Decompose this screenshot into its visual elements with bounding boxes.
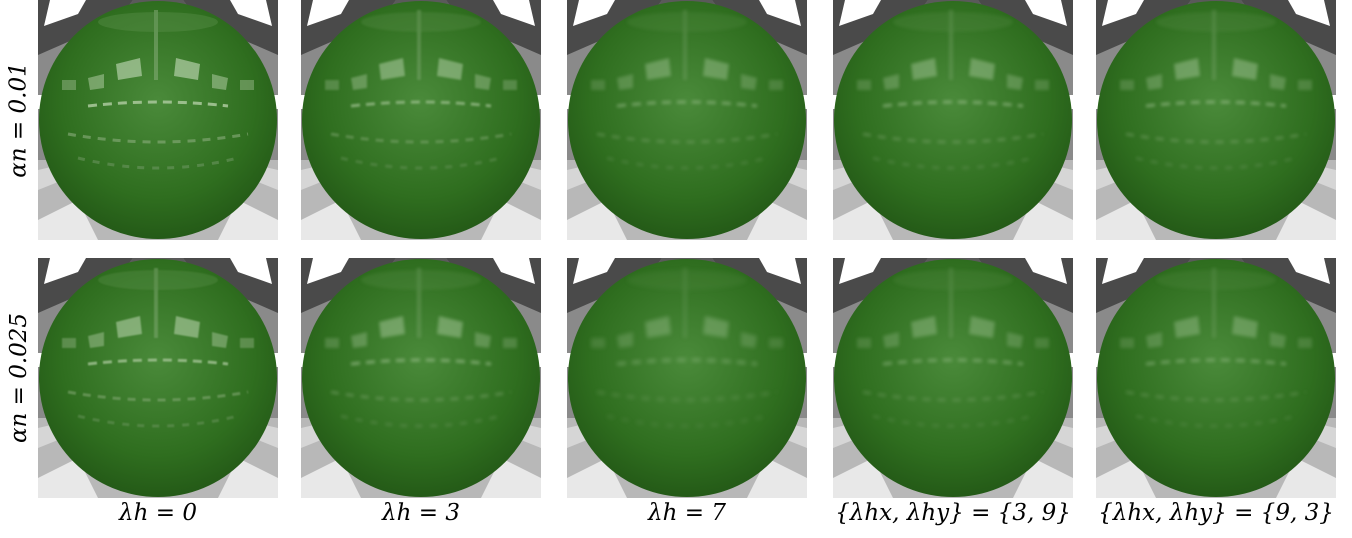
- sphere-render-r0-c1: [301, 0, 541, 240]
- row-label-1: αn = 0.025: [4, 258, 34, 498]
- col-label-2: λh = 7: [648, 500, 726, 526]
- col-label-1: λh = 3: [382, 500, 460, 526]
- col-label-3: {λhx, λhy} = {3, 9}: [835, 500, 1071, 526]
- sphere-render-r0-c0: [38, 0, 278, 240]
- sphere-render-r0-c3: [833, 0, 1073, 240]
- sphere-render-r1-c1: [301, 258, 541, 498]
- sphere-render-r0-c2: [567, 0, 807, 240]
- row-label-1-text: αn = 0.025: [6, 312, 32, 444]
- row-label-0-text: αn = 0.01: [6, 62, 33, 178]
- col-label-4: {λhx, λhy} = {9, 3}: [1098, 500, 1334, 526]
- sphere-render-r1-c3: [833, 258, 1073, 498]
- col-label-0: λh = 0: [119, 500, 197, 526]
- sphere-render-r1-c0: [38, 258, 278, 498]
- sphere-render-r0-c4: [1096, 0, 1336, 240]
- row-label-0: αn = 0.01: [4, 0, 34, 240]
- sphere-render-r1-c2: [567, 258, 807, 498]
- sphere-render-r1-c4: [1096, 258, 1336, 498]
